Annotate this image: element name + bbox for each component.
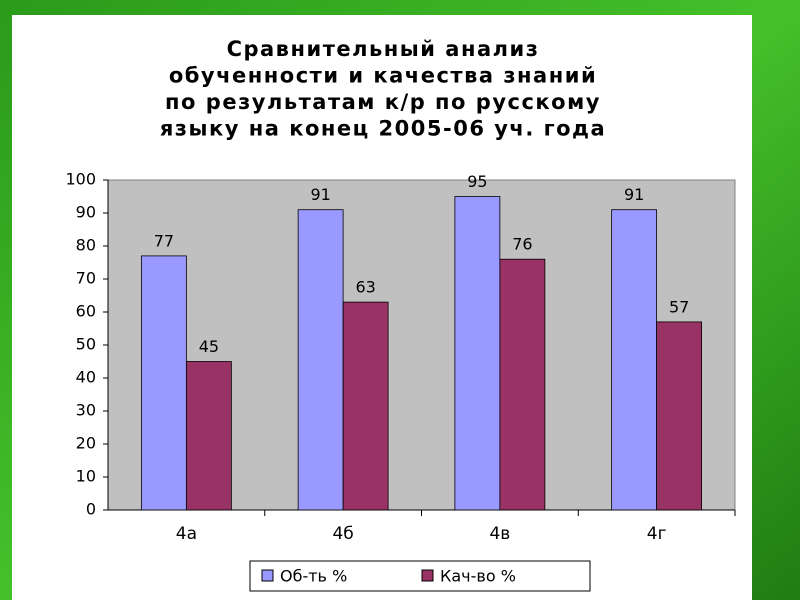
x-tick-label: 4а [176, 524, 197, 544]
data-label: 45 [199, 337, 219, 356]
data-label: 57 [669, 297, 689, 316]
data-label: 63 [355, 278, 375, 297]
x-tick-label: 4б [332, 524, 353, 544]
bar [185, 361, 232, 511]
y-tick-label: 10 [76, 467, 96, 486]
legend-label: Об-ть % [280, 567, 347, 586]
bar [499, 258, 546, 511]
legend-swatch [421, 569, 434, 582]
x-tick-label: 4в [489, 524, 510, 544]
y-tick-label: 90 [76, 203, 96, 222]
y-tick-label: 60 [76, 302, 96, 321]
data-label: 91 [624, 185, 644, 204]
legend-box [249, 560, 591, 592]
bar [611, 209, 658, 511]
bar [454, 196, 501, 511]
y-tick-label: 40 [76, 368, 96, 387]
y-tick-label: 20 [76, 434, 96, 453]
data-label: 77 [154, 231, 174, 250]
data-label: 76 [512, 235, 532, 254]
bar [297, 209, 344, 511]
y-tick-label: 30 [76, 401, 96, 420]
chart-title: Сравнительный анализ [227, 37, 540, 61]
data-label: 91 [310, 185, 330, 204]
bar [656, 321, 703, 511]
y-tick-label: 80 [76, 236, 96, 255]
legend-swatch [261, 569, 274, 582]
y-tick-label: 50 [76, 335, 96, 354]
y-tick-label: 70 [76, 269, 96, 288]
chart-title: по результатам к/р по русскому [165, 90, 601, 114]
chart-title: обученности и качества знаний [169, 64, 597, 88]
chart-title: языку на конец 2005-06 уч. года [160, 117, 606, 141]
bar [342, 301, 389, 511]
data-label: 95 [467, 172, 487, 191]
y-tick-label: 0 [86, 500, 96, 519]
x-tick-label: 4г [647, 524, 667, 544]
bar [140, 255, 187, 511]
legend-label: Кач-во % [440, 567, 516, 586]
y-tick-label: 100 [65, 170, 96, 189]
